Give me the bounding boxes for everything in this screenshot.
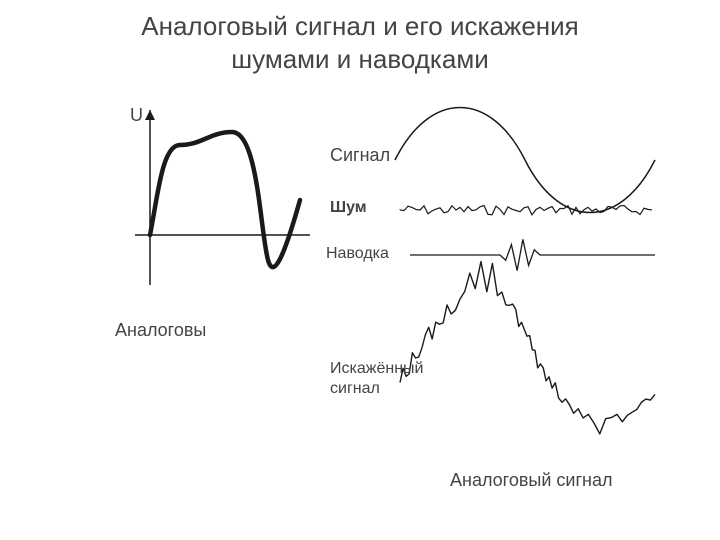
title-line-1: Аналоговый сигнал и его искажения xyxy=(141,11,578,41)
title-line-2: шумами и наводками xyxy=(231,44,488,74)
label-analog-bottom: Аналоговый сигнал xyxy=(450,470,612,491)
label-noise: Шум xyxy=(330,199,367,217)
page-title: Аналоговый сигнал и его искажения шумами… xyxy=(0,0,720,75)
label-interference: Наводка xyxy=(326,245,389,263)
diagram-area: U Аналоговы Сигнал Шум Наводка Искажённы… xyxy=(110,100,670,520)
label-analog-left: Аналоговы xyxy=(115,320,206,341)
label-distorted-2: сигнал xyxy=(330,380,380,398)
label-u: U xyxy=(130,105,143,126)
label-signal: Сигнал xyxy=(330,145,390,166)
label-distorted-1: Искажённый xyxy=(330,360,423,378)
